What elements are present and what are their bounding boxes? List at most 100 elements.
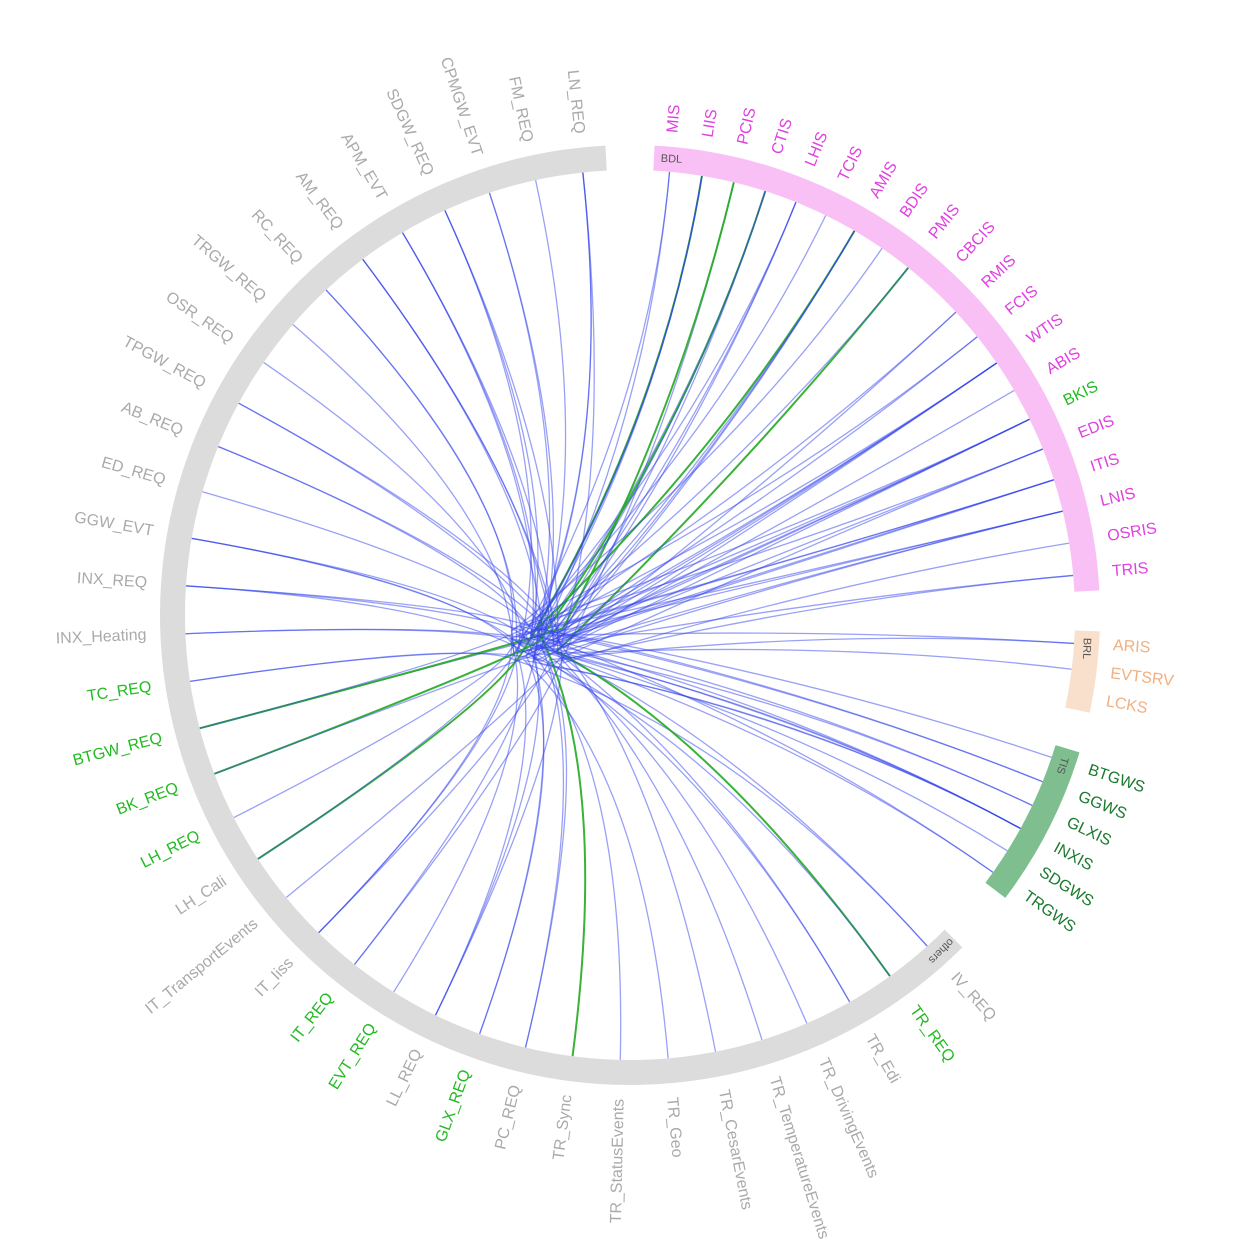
node-label: LL_REQ xyxy=(384,1046,426,1109)
node-label: EDIS xyxy=(1076,412,1117,442)
edge xyxy=(401,190,766,651)
group-label: BRL xyxy=(1080,638,1093,660)
edge xyxy=(189,311,957,683)
node-label: ARIS xyxy=(1112,637,1150,656)
edge xyxy=(191,418,1030,662)
edge xyxy=(202,448,1044,627)
group-arc xyxy=(160,145,963,1086)
edge xyxy=(292,171,671,658)
edge xyxy=(444,210,1055,655)
group-arc xyxy=(1065,630,1100,713)
edge xyxy=(479,190,766,1035)
group-arc xyxy=(653,145,1100,592)
edge xyxy=(434,479,1055,1016)
edge xyxy=(362,258,1070,664)
node-label: BK_REQ xyxy=(114,780,181,819)
edge xyxy=(185,628,1033,806)
node-label: LCKS xyxy=(1105,693,1149,717)
edge xyxy=(238,336,978,634)
node-label: ED_REQ xyxy=(99,454,167,489)
edge xyxy=(353,510,1063,965)
node-label: APM_EVT xyxy=(337,130,390,203)
node-label: ABIS xyxy=(1043,345,1083,378)
node-label: TR_REQ xyxy=(906,1003,958,1066)
node-label: TR_Sync xyxy=(550,1094,575,1161)
node-label: FM_REQ xyxy=(505,75,536,144)
node-label: TC_REQ xyxy=(86,679,153,706)
node-label: TR_CesarEvents xyxy=(715,1088,755,1211)
node-label: IV_REQ xyxy=(947,969,999,1024)
node-label: BTGW_REQ xyxy=(71,730,164,770)
node-label: FCIS xyxy=(1002,283,1041,319)
node-label: BDIS xyxy=(897,180,932,220)
node-label: IT_TransportEvents xyxy=(142,916,261,1018)
node-label: PCIS xyxy=(734,106,759,146)
node-label: PMIS xyxy=(926,201,964,242)
node-label: INX_Heating xyxy=(55,627,146,648)
edge xyxy=(185,585,1021,830)
node-label: TR_Geo xyxy=(663,1096,685,1158)
node-label: LH_REQ xyxy=(138,828,203,872)
node-label: LH_Cali xyxy=(173,873,230,918)
node-label: TR_Edi xyxy=(862,1032,903,1087)
node-label: INXIS xyxy=(1051,839,1096,874)
node-label: PC_REQ xyxy=(492,1083,524,1151)
edge xyxy=(191,537,1074,653)
node-label: RC_REQ xyxy=(248,207,306,267)
edge xyxy=(401,232,909,640)
node-label: GLX_REQ xyxy=(433,1068,475,1145)
node-label: CPMGW_EVT xyxy=(437,55,486,158)
edge xyxy=(434,230,856,1016)
group-label: TIS xyxy=(1054,756,1070,776)
node-label: TRIS xyxy=(1111,560,1149,580)
node-label: TRGW_REQ xyxy=(188,232,269,305)
edge xyxy=(529,172,1033,806)
node-label: OSRIS xyxy=(1106,520,1158,545)
node-label: TPGW_REQ xyxy=(120,333,209,392)
node-label: EVT_REQ xyxy=(326,1020,380,1092)
node-label: LIIS xyxy=(700,108,721,139)
node-label: LN_REQ xyxy=(564,69,588,134)
node-label: CBCIS xyxy=(953,219,999,266)
edge xyxy=(488,190,766,659)
node-label: TR_StatusEvents xyxy=(608,1099,628,1224)
node-label: EVTSRV xyxy=(1109,665,1175,690)
edge xyxy=(318,637,1075,934)
node-label: SDGW_REQ xyxy=(382,86,436,178)
edge xyxy=(238,362,998,649)
group-arc xyxy=(985,745,1080,898)
edge xyxy=(199,215,827,729)
edge xyxy=(325,289,978,632)
node-label: TCIS xyxy=(835,144,866,184)
edge xyxy=(353,182,735,965)
node-label: CTIS xyxy=(769,117,796,157)
node-label: GGW_EVT xyxy=(73,509,155,540)
node-label: BKIS xyxy=(1061,378,1101,409)
edge xyxy=(530,172,703,640)
node-label: AB_REQ xyxy=(119,399,186,439)
node-label: GLXIS xyxy=(1064,814,1114,850)
edge xyxy=(214,648,1072,775)
edge xyxy=(512,418,1030,947)
node-label: AM_REQ xyxy=(292,169,346,233)
node-label: GGWS xyxy=(1076,788,1129,823)
node-label: AMIS xyxy=(867,159,901,201)
edge xyxy=(444,210,1063,640)
edge xyxy=(185,479,1055,642)
edge xyxy=(233,201,797,819)
edge xyxy=(191,175,703,645)
edge xyxy=(532,179,797,663)
node-label: TR_TemperatureEvents xyxy=(766,1075,832,1241)
node-label: BTGWS xyxy=(1086,762,1147,797)
node-label: IT_Iiss xyxy=(252,955,297,1001)
edges xyxy=(185,171,1075,1060)
edge xyxy=(522,659,1021,1059)
node-label: LHIS xyxy=(802,130,831,169)
edge xyxy=(401,232,1052,759)
node-label: ITIS xyxy=(1088,451,1121,476)
edge xyxy=(444,210,1063,655)
edge xyxy=(189,362,998,683)
node-label: OSR_REQ xyxy=(162,289,236,347)
